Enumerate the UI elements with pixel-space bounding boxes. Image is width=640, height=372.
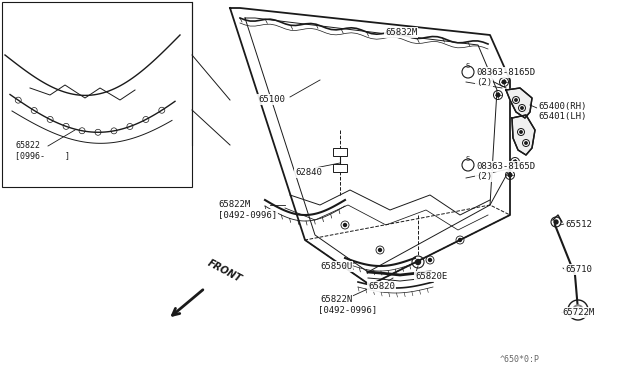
Text: 65400(RH): 65400(RH) — [538, 102, 586, 111]
Text: 65820: 65820 — [368, 282, 395, 291]
Circle shape — [378, 248, 381, 251]
Text: (2): (2) — [476, 172, 492, 181]
Polygon shape — [506, 88, 532, 118]
Circle shape — [415, 260, 420, 264]
Bar — [2, 2, 192, 187]
Circle shape — [521, 107, 524, 109]
Circle shape — [513, 160, 517, 164]
Text: FRONT: FRONT — [206, 258, 243, 284]
FancyBboxPatch shape — [333, 164, 347, 172]
Circle shape — [429, 259, 431, 262]
FancyBboxPatch shape — [333, 148, 347, 156]
Text: 08363-8165D: 08363-8165D — [476, 162, 535, 171]
Circle shape — [496, 93, 500, 97]
Text: 65820E: 65820E — [415, 272, 447, 281]
Circle shape — [458, 238, 461, 241]
Text: [0492-0996]: [0492-0996] — [218, 210, 277, 219]
Text: 65822N: 65822N — [320, 295, 352, 304]
Polygon shape — [512, 115, 535, 155]
Text: 65512: 65512 — [565, 220, 592, 229]
Text: (2): (2) — [476, 78, 492, 87]
Text: 08363-8165D: 08363-8165D — [476, 68, 535, 77]
Text: 65822M: 65822M — [218, 200, 250, 209]
Text: 65710: 65710 — [565, 265, 592, 274]
Circle shape — [508, 173, 512, 177]
Text: [0492-0996]: [0492-0996] — [318, 305, 377, 314]
Text: 65100: 65100 — [258, 95, 285, 104]
Text: 65822: 65822 — [15, 141, 40, 150]
Circle shape — [575, 307, 581, 313]
Text: S: S — [465, 63, 469, 69]
Circle shape — [344, 224, 346, 227]
Text: 65850U: 65850U — [320, 262, 352, 271]
Text: 65722M: 65722M — [562, 308, 595, 317]
Circle shape — [515, 99, 517, 101]
Circle shape — [520, 131, 522, 133]
Circle shape — [554, 220, 558, 224]
Text: 62840: 62840 — [295, 168, 322, 177]
Circle shape — [502, 80, 506, 84]
Circle shape — [573, 305, 583, 315]
Circle shape — [525, 142, 527, 144]
Text: ^650*0:P: ^650*0:P — [500, 355, 540, 364]
Text: [0996-    ]: [0996- ] — [15, 151, 70, 160]
Text: 65832M: 65832M — [385, 28, 417, 37]
Text: 65401(LH): 65401(LH) — [538, 112, 586, 121]
Text: S: S — [465, 156, 469, 162]
